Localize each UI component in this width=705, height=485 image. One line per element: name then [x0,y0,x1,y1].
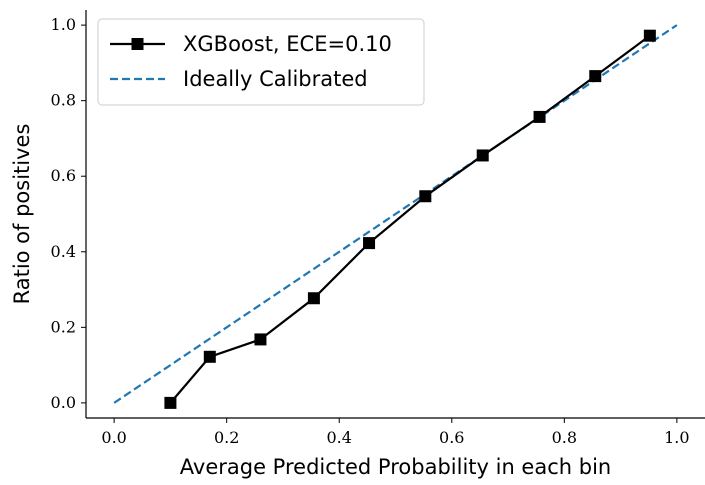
x-axis-label: Average Predicted Probability in each bi… [180,455,611,479]
y-tick-label-0: 0.0 [51,393,76,412]
axes: 0.0 0.2 0.4 0.6 0.8 1.0 0.0 0.2 0.4 0.6 0.8 1.0 [51,10,705,447]
legend-xgboost-marker [131,38,144,50]
x-tick-label-4: 0.8 [552,428,577,447]
xgboost-marker-2 [254,333,267,346]
plot-area [113,24,678,409]
xgboost-line [169,34,651,404]
y-axis-label: Ratio of positives [10,124,34,305]
x-tick-label-5: 1.0 [664,428,689,447]
y-tick-label-4: 0.8 [51,91,76,110]
x-tick-label-2: 0.4 [327,428,352,447]
xgboost-marker-1 [203,350,216,363]
xgboost-marker-7 [533,110,546,123]
legend-ideal-label: Ideally Calibrated [183,67,368,91]
y-tick-label-5: 1.0 [51,15,76,34]
xgboost-marker-4 [363,237,376,250]
x-tick-label-1: 0.2 [214,428,239,447]
y-tick-label-3: 0.6 [51,166,76,185]
xgboost-marker-8 [589,70,602,83]
legend-xgboost-label: XGBoost, ECE=0.10 [183,32,392,56]
x-tick-label-0: 0.0 [101,428,126,447]
xgboost-marker-5 [419,190,432,203]
y-tick-label-1: 0.2 [51,317,76,336]
xgboost-marker-0 [164,396,177,409]
xgboost-marker-3 [307,292,320,305]
legend-box [97,18,425,106]
xgboost-marker-6 [476,149,489,162]
xgboost-marker-9 [643,29,656,42]
x-tick-label-3: 0.6 [439,428,464,447]
ideal-calibration-line [113,24,678,404]
legend: XGBoost, ECE=0.10 Ideally Calibrated [97,18,425,106]
y-tick-label-2: 0.4 [51,242,76,261]
